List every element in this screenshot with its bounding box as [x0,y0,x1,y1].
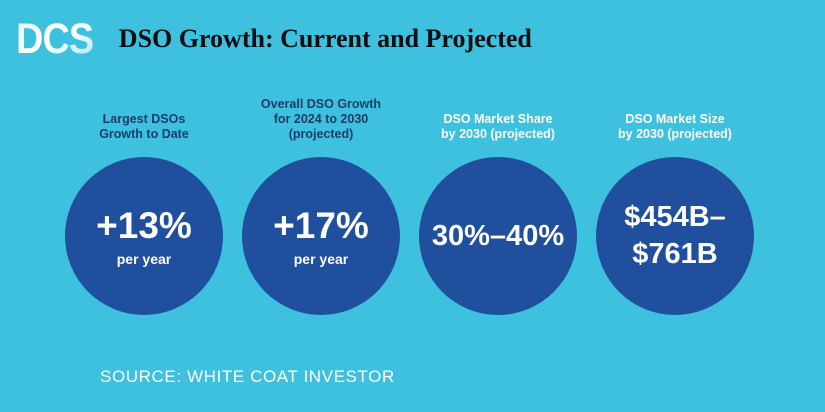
stat-market-size: DSO Market Size by 2030 (projected) $454… [596,96,754,315]
stat-circle: $454B– $761B [596,157,754,315]
stat-label: DSO Market Size by 2030 (projected) [618,112,732,141]
stat-circle: +17% per year [242,157,400,315]
stat-value: 30%–40% [431,219,565,252]
stat-largest-dso-growth: Largest DSOs Growth to Date +13% per yea… [65,96,223,315]
page-title: DSO Growth: Current and Projected [118,24,532,53]
stat-value: +13% [96,204,192,246]
stat-overall-dso-growth: Overall DSO Growth for 2024 to 2030 (pro… [242,96,400,315]
stat-value: +17% [273,204,369,246]
stat-value: $454B– $761B [624,201,726,270]
stat-label: Largest DSOs Growth to Date [99,112,189,141]
stat-label: Overall DSO Growth for 2024 to 2030 (pro… [260,97,382,141]
source-attribution: SOURCE: WHITE COAT INVESTOR [100,367,395,386]
stats-row: Largest DSOs Growth to Date +13% per yea… [65,96,754,315]
stat-circle: 30%–40% [419,157,577,315]
stat-unit: per year [116,250,172,267]
stat-label: DSO Market Share by 2030 (projected) [441,112,555,141]
stat-circle: +13% per year [65,157,223,315]
stat-unit: per year [293,250,349,267]
header: DCS DSO Growth: Current and Projected [16,16,532,62]
stat-market-share: DSO Market Share by 2030 (projected) 30%… [419,96,577,315]
dcs-logo: DCS [16,15,94,63]
